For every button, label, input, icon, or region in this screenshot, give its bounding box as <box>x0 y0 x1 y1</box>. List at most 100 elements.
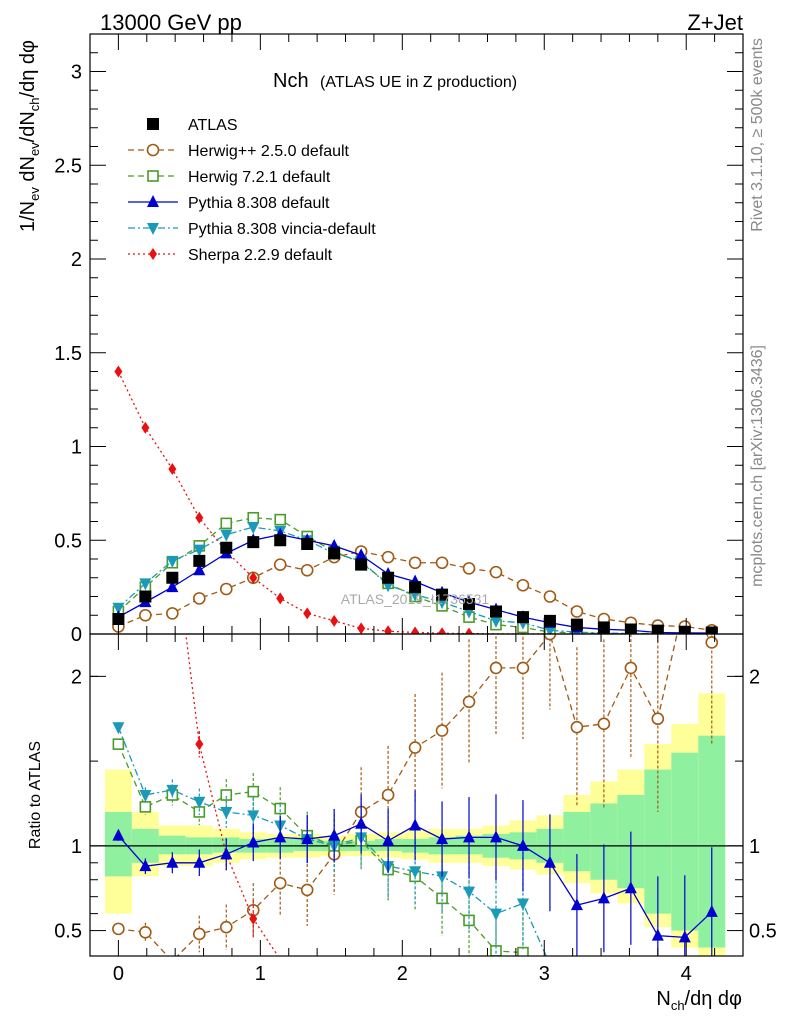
data-point <box>705 626 718 634</box>
data-point <box>274 534 287 547</box>
x-tick-label: 2 <box>397 963 408 985</box>
ratio-point <box>516 838 529 851</box>
y-tick-label: 2.5 <box>54 155 82 177</box>
y-tick-label: 0 <box>71 624 82 646</box>
ratio-point <box>463 886 476 899</box>
legend-marker <box>147 118 159 130</box>
data-point <box>411 626 420 634</box>
ratio-point <box>678 930 691 943</box>
ratio-point <box>463 914 475 927</box>
ratio-point <box>408 741 422 754</box>
data-point <box>247 536 260 549</box>
ratio-point <box>139 925 152 939</box>
ratio-point <box>247 810 260 823</box>
data-point <box>220 517 233 530</box>
ratio-point <box>409 866 422 879</box>
ratio-point <box>300 883 314 897</box>
ratio-y-tick-label-right: 1 <box>749 836 760 858</box>
data-point <box>112 602 125 615</box>
legend-item-pythia-8-308-default: Pythia 8.308 default <box>128 195 330 212</box>
ratio-point <box>328 828 341 841</box>
data-point <box>543 614 556 627</box>
ratio-point <box>436 832 449 845</box>
ratio-point <box>274 830 287 843</box>
data-point <box>570 618 583 631</box>
data-point <box>436 588 449 601</box>
ratio-point <box>570 898 583 911</box>
legend-marker <box>149 248 157 260</box>
ratio-point <box>489 661 503 675</box>
legend-item-herwig-2-5-0-default: Herwig++ 2.5.0 default <box>128 143 350 160</box>
series-herwig-7-2-1-default <box>112 511 712 634</box>
header-right: Z+Jet <box>687 10 743 35</box>
ratio-point <box>516 661 530 675</box>
legend: ATLAS Herwig++ 2.5.0 default Herwig 7.2.1 … <box>128 117 376 264</box>
data-point <box>273 558 287 571</box>
data-point <box>328 547 341 560</box>
ratio-point <box>220 847 233 860</box>
data-point <box>166 607 179 620</box>
ratio-point <box>193 796 206 809</box>
data-point <box>489 605 502 618</box>
y-axis-label: 1/Nev dNev/dNch/dη dφ <box>17 40 42 232</box>
header-left: 13000 GeV pp <box>100 10 242 35</box>
data-point <box>166 555 179 568</box>
legend-marker <box>147 195 159 207</box>
legend-item-herwig-7-2-1-default: Herwig 7.2.1 default <box>128 169 331 186</box>
ratio-point <box>705 636 719 649</box>
data-point <box>489 615 502 628</box>
ratio-point <box>381 788 395 802</box>
ratio-point <box>112 738 125 750</box>
ratio-y-tick-label: 0.5 <box>54 921 82 943</box>
ratio-point <box>139 859 152 872</box>
data-point <box>220 529 233 542</box>
legend-label: Herwig 7.2.1 default <box>188 169 331 186</box>
x-tick-label: 1 <box>255 963 266 985</box>
ratio-point <box>220 806 233 819</box>
ratio-point <box>543 855 556 868</box>
ratio-point <box>705 904 718 917</box>
data-point <box>139 590 152 603</box>
ratio-point <box>543 634 557 641</box>
ratio-point <box>355 816 368 829</box>
data-point <box>384 625 393 634</box>
data-point <box>597 621 610 634</box>
data-point <box>357 622 366 634</box>
ratio-point <box>463 830 476 843</box>
ratio-point <box>651 928 664 941</box>
ratio-point <box>112 828 125 841</box>
data-point <box>219 582 233 596</box>
ratio-y-axis-label: Ratio to ATLAS <box>27 741 44 849</box>
data-point <box>193 592 206 605</box>
ratio-point <box>166 855 179 868</box>
data-point <box>274 513 287 526</box>
data-point <box>382 571 395 584</box>
y-tick-label: 2 <box>71 249 82 271</box>
data-point <box>462 562 476 575</box>
data-point <box>543 590 557 603</box>
ratio-point <box>273 876 287 890</box>
data-point <box>301 538 314 550</box>
legend-marker <box>147 170 159 182</box>
data-point <box>438 627 447 634</box>
ratio-series-pythia-8-308-default <box>112 790 718 956</box>
data-point <box>193 563 206 576</box>
data-point <box>624 623 637 634</box>
band-inner <box>104 811 132 877</box>
ratio-point <box>193 927 206 941</box>
legend-label: Herwig++ 2.5.0 default <box>188 143 350 160</box>
data-point <box>355 548 368 561</box>
mcplots-label: mcplots.cern.ch [arXiv:1306.3436] <box>749 345 766 587</box>
data-point <box>463 598 476 610</box>
legend-marker <box>146 143 160 157</box>
ratio-point <box>249 912 258 925</box>
data-point <box>465 627 474 634</box>
ratio-point <box>651 712 665 726</box>
data-point <box>516 578 530 592</box>
ratio-point <box>247 835 260 848</box>
data-point <box>303 607 312 620</box>
ratio-point <box>597 891 610 904</box>
data-point <box>193 554 206 567</box>
ratio-point <box>166 784 179 797</box>
ratio-point <box>597 717 611 731</box>
